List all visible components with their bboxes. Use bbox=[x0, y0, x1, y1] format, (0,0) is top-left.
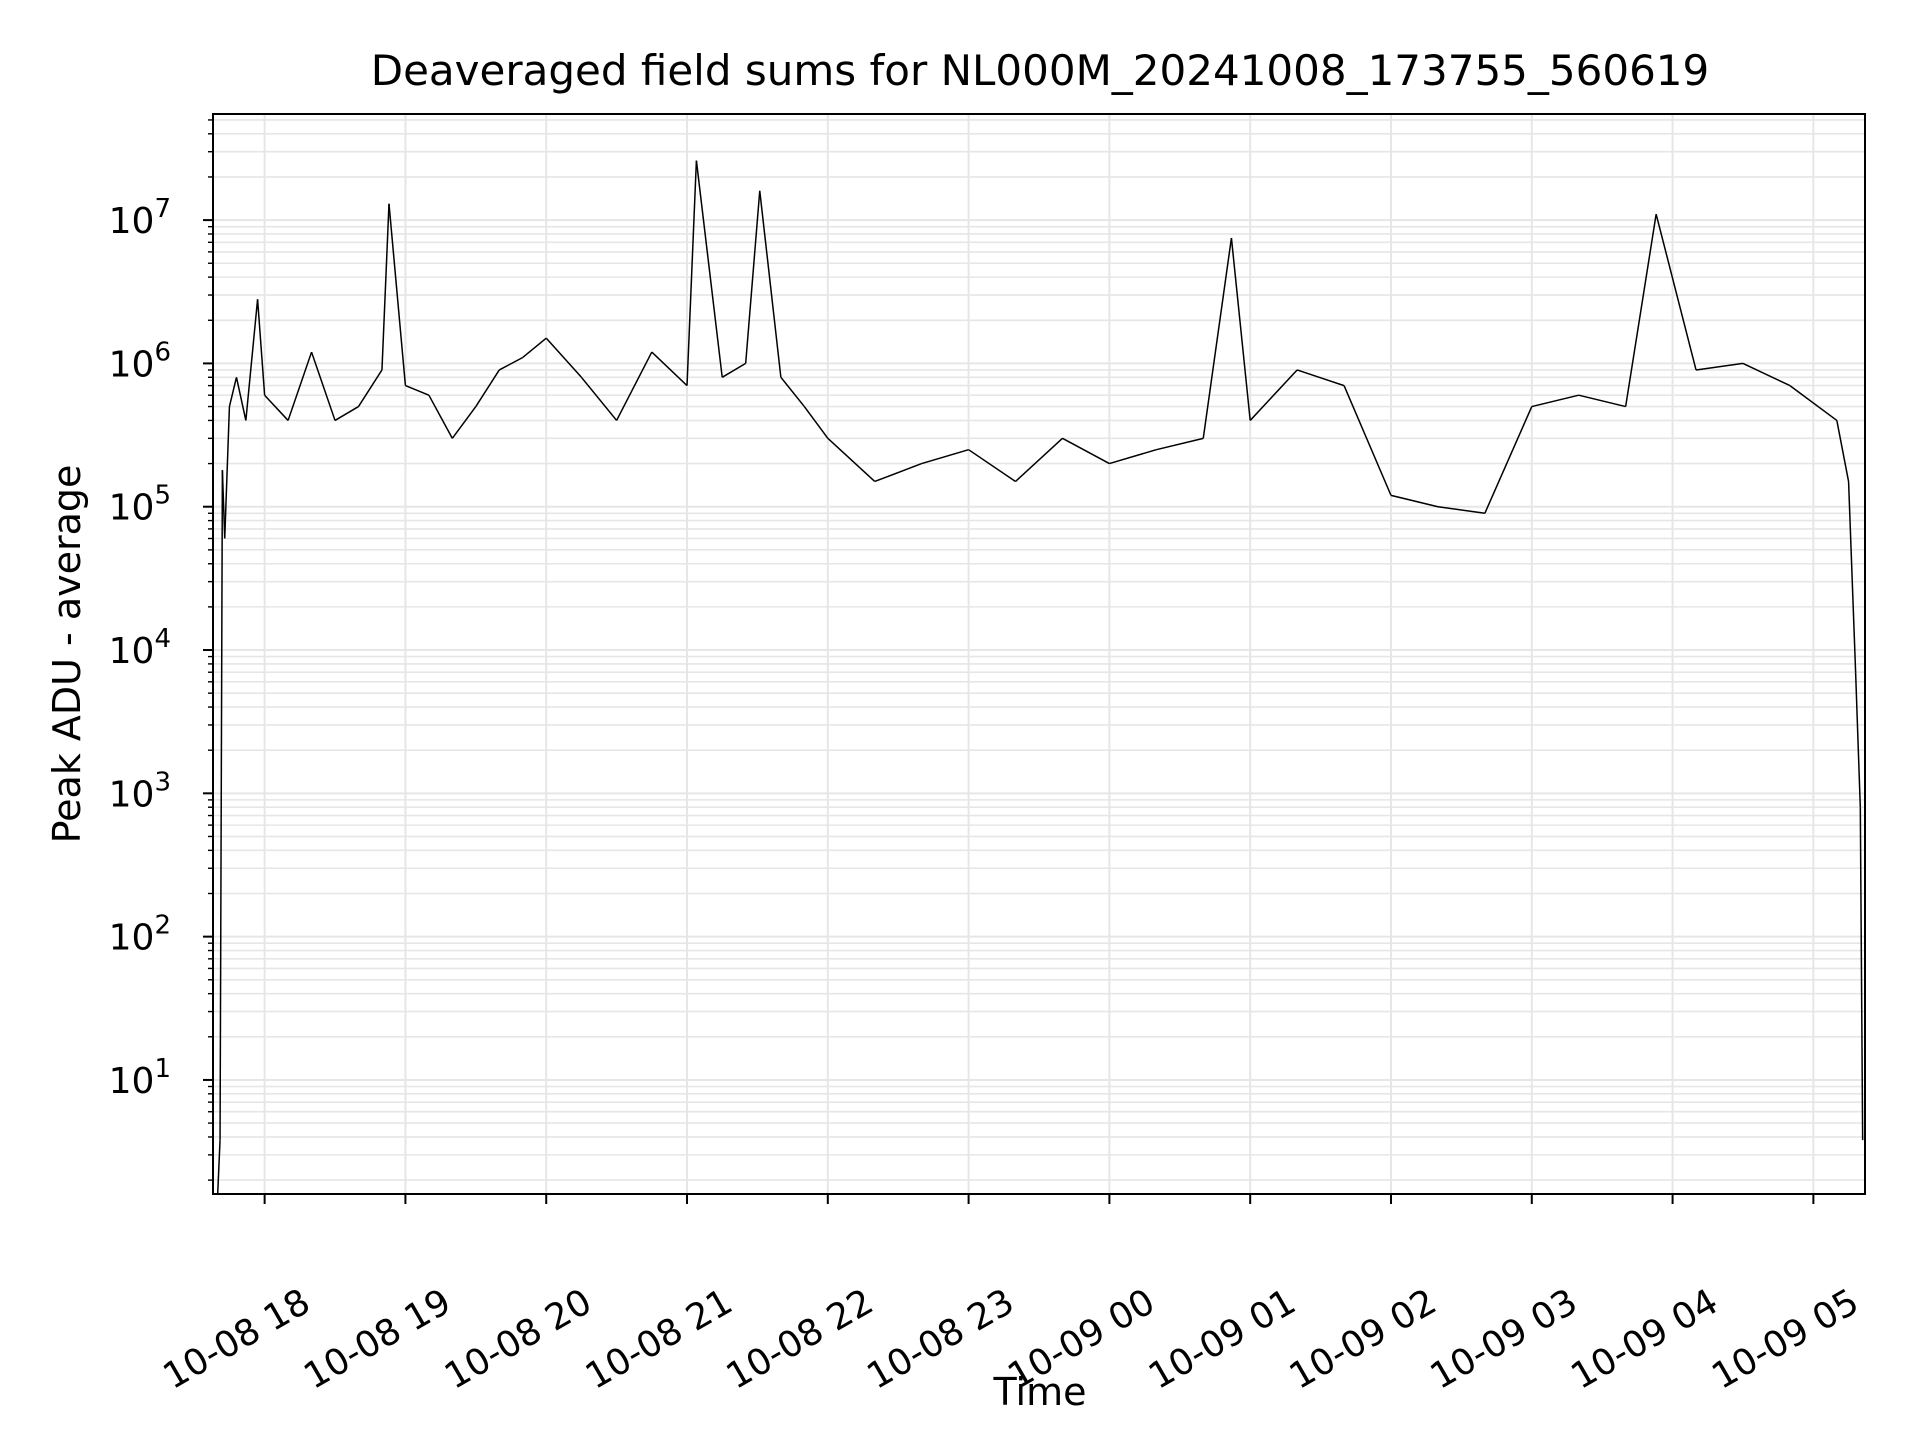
series-segment bbox=[686, 160, 698, 386]
series-segment bbox=[1390, 494, 1439, 508]
series-segment bbox=[310, 351, 336, 421]
series-segment bbox=[1484, 406, 1533, 514]
series-segment bbox=[388, 203, 407, 386]
series-segment bbox=[1109, 448, 1157, 465]
series-segment bbox=[428, 394, 454, 439]
series-segment bbox=[1230, 237, 1251, 421]
series-segment bbox=[522, 337, 547, 359]
series-segment bbox=[475, 369, 500, 407]
series-segment bbox=[827, 437, 876, 483]
series-segment bbox=[287, 351, 313, 421]
series-segment bbox=[221, 470, 226, 539]
series-segment bbox=[264, 394, 289, 421]
series-segment bbox=[1062, 437, 1110, 465]
series-segment bbox=[1296, 369, 1345, 387]
plot-frame bbox=[212, 113, 1866, 1195]
series-segment bbox=[1859, 807, 1864, 1141]
series-segment bbox=[921, 448, 969, 465]
y-tick-label: 101 bbox=[109, 1054, 171, 1102]
series-segment bbox=[334, 405, 359, 422]
y-tick-label: 105 bbox=[109, 481, 171, 529]
x-axis-label: Time bbox=[993, 1370, 1087, 1414]
series-segment bbox=[780, 376, 805, 408]
series-segment bbox=[1437, 505, 1485, 515]
series-segment bbox=[1655, 213, 1697, 371]
y-tick-label: 102 bbox=[109, 911, 171, 959]
series-segment bbox=[545, 337, 582, 378]
series-segment bbox=[744, 190, 761, 364]
series-segment bbox=[1156, 437, 1204, 451]
series-segment bbox=[451, 406, 477, 439]
series-segment bbox=[256, 299, 266, 396]
y-ticks: 101 102 103 104 105 106 107 bbox=[109, 119, 213, 1181]
series-segment bbox=[219, 470, 224, 1141]
series-segment bbox=[968, 449, 1016, 483]
series-segment bbox=[405, 384, 430, 396]
y-tick-label: 107 bbox=[109, 194, 171, 242]
series-segment bbox=[759, 190, 782, 378]
series-segment bbox=[874, 462, 922, 483]
y-tick-label: 103 bbox=[109, 767, 171, 815]
grid bbox=[213, 114, 1865, 1194]
series-segment bbox=[216, 1140, 221, 1195]
series-segment bbox=[228, 377, 238, 407]
series-segment bbox=[615, 351, 653, 421]
series-segment bbox=[1789, 385, 1838, 422]
series-segment bbox=[1742, 362, 1791, 387]
series-segment bbox=[1015, 437, 1063, 483]
series-segment bbox=[1836, 420, 1850, 482]
series-segment bbox=[1695, 362, 1744, 371]
series-segment bbox=[223, 406, 231, 539]
y-axis-label: Peak ADU - average bbox=[45, 465, 89, 844]
y-tick-label: 106 bbox=[109, 337, 171, 385]
series-segment bbox=[498, 356, 524, 371]
series-segment bbox=[803, 406, 829, 439]
y-tick-label: 104 bbox=[109, 624, 171, 672]
series-segment bbox=[1249, 369, 1298, 421]
series-segment bbox=[1531, 394, 1579, 408]
series-segment bbox=[235, 377, 247, 421]
series-segment bbox=[357, 369, 383, 407]
series-segment bbox=[695, 160, 723, 378]
series-segment bbox=[651, 351, 688, 387]
series-segment bbox=[1343, 385, 1392, 496]
series-segment bbox=[1202, 237, 1233, 439]
series-segment bbox=[1624, 214, 1657, 407]
series-segment bbox=[381, 203, 390, 370]
series-segment bbox=[1847, 481, 1857, 673]
chart-title: Deaveraged field sums for NL000M_2024100… bbox=[371, 46, 1710, 95]
series-segment bbox=[1578, 394, 1626, 408]
series-segment bbox=[1854, 672, 1862, 808]
series-segment bbox=[721, 362, 747, 378]
series-segment bbox=[580, 376, 618, 421]
series-segment bbox=[245, 299, 259, 421]
series-group bbox=[216, 160, 1864, 1195]
